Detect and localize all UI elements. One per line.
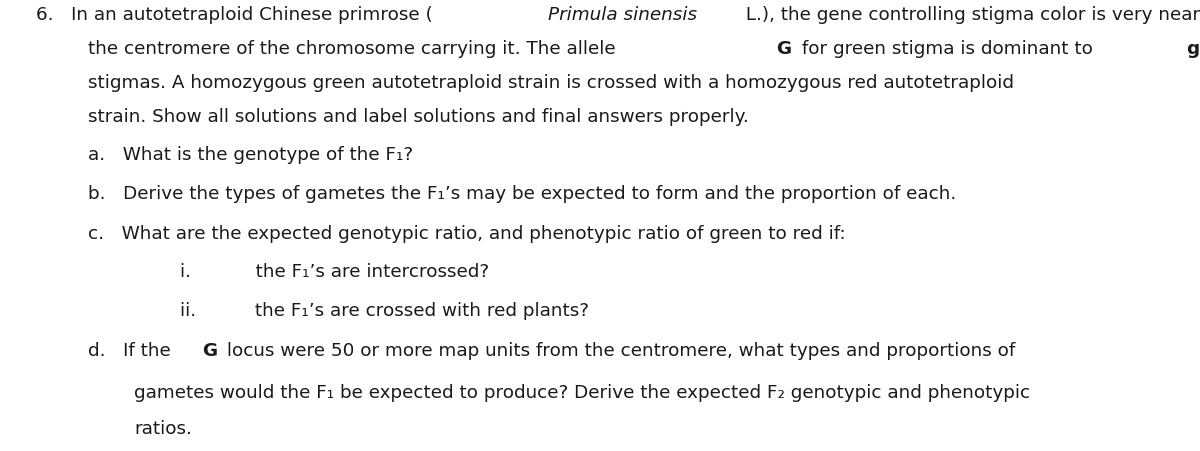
Text: G: G: [776, 40, 791, 58]
Text: ii.          the F₁’s are crossed with red plants?: ii. the F₁’s are crossed with red plants…: [180, 302, 589, 320]
Text: L.), the gene controlling stigma color is very near: L.), the gene controlling stigma color i…: [740, 6, 1200, 24]
Text: c.   What are the expected genotypic ratio, and phenotypic ratio of green to red: c. What are the expected genotypic ratio…: [88, 225, 845, 243]
Text: G: G: [202, 342, 217, 360]
Text: i.           the F₁’s are intercrossed?: i. the F₁’s are intercrossed?: [180, 263, 490, 281]
Text: for green stigma is dominant to: for green stigma is dominant to: [796, 40, 1098, 58]
Text: d.   If the: d. If the: [88, 342, 176, 360]
Text: ratios.: ratios.: [134, 420, 192, 438]
Text: strain. Show all solutions and label solutions and final answers properly.: strain. Show all solutions and label sol…: [88, 108, 749, 126]
Text: b.   Derive the types of gametes the F₁’s may be expected to form and the propor: b. Derive the types of gametes the F₁’s …: [88, 185, 956, 203]
Text: the centromere of the chromosome carrying it. The allele: the centromere of the chromosome carryin…: [88, 40, 622, 58]
Text: Primula sinensis: Primula sinensis: [548, 6, 697, 24]
Text: g: g: [1186, 40, 1199, 58]
Text: a.   What is the genotype of the F₁?: a. What is the genotype of the F₁?: [88, 146, 413, 164]
Text: 6.   In an autotetraploid Chinese primrose (: 6. In an autotetraploid Chinese primrose…: [36, 6, 433, 24]
Text: gametes would the F₁ be expected to produce? Derive the expected F₂ genotypic an: gametes would the F₁ be expected to prod…: [134, 384, 1031, 402]
Text: stigmas. A homozygous green autotetraploid strain is crossed with a homozygous r: stigmas. A homozygous green autotetraplo…: [88, 74, 1014, 92]
Text: locus were 50 or more map units from the centromere, what types and proportions : locus were 50 or more map units from the…: [222, 342, 1015, 360]
